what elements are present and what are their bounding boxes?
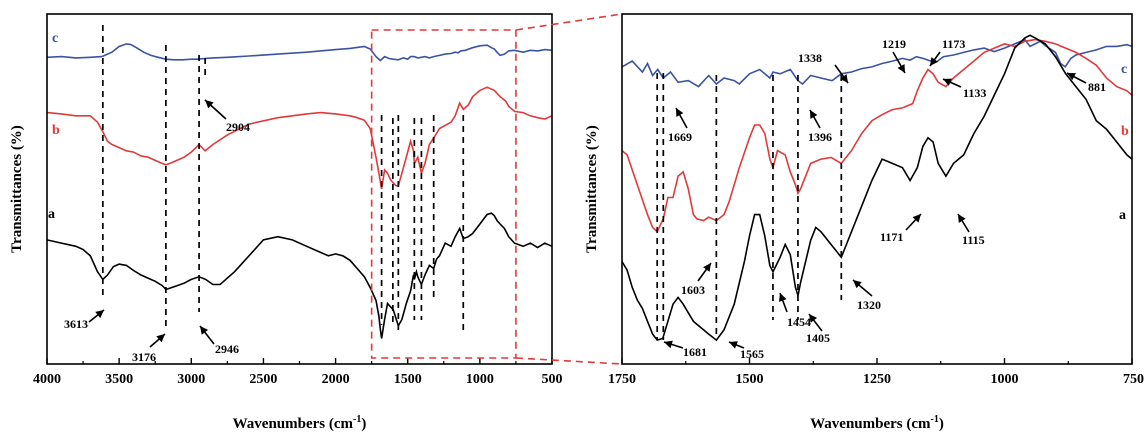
plot-frame xyxy=(46,13,553,365)
x-axis-title-tail: ) xyxy=(361,416,366,432)
annotation-arrow-head xyxy=(810,110,818,119)
series-label-c: c xyxy=(1121,62,1127,77)
y-axis-title: Transmittances (%) xyxy=(584,125,600,253)
annotation-label-1565: 1565 xyxy=(740,347,764,361)
annotation-arrow-head xyxy=(95,310,104,319)
annotation-arrow-head xyxy=(958,214,966,223)
annotation-arrow-head xyxy=(779,293,787,302)
annotation-arrow-head xyxy=(1067,73,1076,81)
annotation-arrow-head xyxy=(729,341,738,349)
annotation-label-1454: 1454 xyxy=(787,315,811,329)
annotation-label-1219: 1219 xyxy=(882,37,906,51)
annotation-label-881: 881 xyxy=(1088,80,1106,94)
x-axis-title-sup: -1 xyxy=(931,414,939,425)
annotation-arrow-head xyxy=(912,214,921,223)
series-line-a xyxy=(621,34,1133,342)
x-tick-label: 3000 xyxy=(177,372,205,387)
annotation-label-1115: 1115 xyxy=(962,233,985,247)
x-tick-label: 1000 xyxy=(466,372,494,387)
x-tick-label: 3500 xyxy=(105,372,133,387)
annotation-label-1603: 1603 xyxy=(681,283,705,297)
series-label-b: b xyxy=(1121,124,1129,139)
annotation-label-1338: 1338 xyxy=(798,51,822,65)
panel-zoom: 1750 1500 1250 1000 750 Wavenumbers (cm-1) Tra… xyxy=(584,13,1144,432)
annotation-arrow-head xyxy=(897,64,905,73)
x-axis-title: Wavenumbers (cm-1) xyxy=(233,414,367,432)
series-label-c: c xyxy=(52,31,58,46)
annotation-arrow-head xyxy=(943,78,952,86)
annotation-label-1133: 1133 xyxy=(963,86,986,100)
annotation-label-1171: 1171 xyxy=(880,230,903,244)
annotation-arrow-head xyxy=(853,280,862,289)
series-line-c xyxy=(46,43,553,62)
x-tick-label: 4000 xyxy=(33,372,61,387)
annotation-label-1173: 1173 xyxy=(942,37,965,51)
panel-full-range: 4000 3500 3000 2500 2000 1500 1000 500 Wavenumbe… xyxy=(9,13,623,432)
series-line-c xyxy=(621,38,1133,88)
annotation-label-1669: 1669 xyxy=(668,130,692,144)
annotation-arrow-head xyxy=(676,108,684,117)
annotation-label-3613: 3613 xyxy=(64,317,88,331)
x-tick-label: 750 xyxy=(1123,372,1144,387)
series-label-a: a xyxy=(48,207,55,222)
annotation-label-3176: 3176 xyxy=(132,350,156,364)
x-tick-label: 1500 xyxy=(394,372,422,387)
series-line-b xyxy=(46,86,553,190)
x-tick-label: 1750 xyxy=(608,372,636,387)
y-axis-title: Transmittances (%) xyxy=(9,125,25,253)
x-tick-label: 500 xyxy=(542,372,563,387)
annotation-arrow-head xyxy=(703,263,711,272)
x-tick-label: 2500 xyxy=(249,372,277,387)
annotation-label-1405: 1405 xyxy=(806,331,830,345)
x-tick-label: 2000 xyxy=(322,372,350,387)
x-axis-title-main: Wavenumbers (cm xyxy=(810,416,931,432)
annotation-arrow-head xyxy=(664,340,673,349)
annotation-label-1320: 1320 xyxy=(857,298,881,312)
x-axis-title-sup: -1 xyxy=(353,414,361,425)
annotation-arrow-head xyxy=(200,326,209,335)
x-tick-label: 1000 xyxy=(991,372,1019,387)
zoom-connector-bottom xyxy=(515,357,623,365)
series-line-b xyxy=(621,38,1133,234)
annotation-label-1396: 1396 xyxy=(808,130,832,144)
annotation-label-2946: 2946 xyxy=(215,342,239,356)
annotation-label-2904: 2904 xyxy=(226,120,250,134)
annotation-arrow-head xyxy=(930,57,938,66)
zoom-connector-top xyxy=(515,13,623,31)
zoom-region-box xyxy=(370,29,517,359)
x-tick-label: 1250 xyxy=(863,372,891,387)
x-axis-title: Wavenumbers (cm-1) xyxy=(810,414,944,432)
annotation-arrow-head xyxy=(156,334,165,343)
series-label-b: b xyxy=(52,123,60,138)
annotation-arrow-head xyxy=(840,74,848,83)
series-label-a: a xyxy=(1119,208,1126,223)
annotation-label-1681: 1681 xyxy=(683,345,707,359)
annotation-arrow-head xyxy=(809,314,818,323)
annotation-arrow-head xyxy=(205,100,214,109)
series-line-a xyxy=(46,212,553,339)
x-axis-title-main: Wavenumbers (cm xyxy=(233,416,354,432)
x-axis-title-tail: ) xyxy=(939,416,944,432)
x-tick-label: 1500 xyxy=(736,372,764,387)
